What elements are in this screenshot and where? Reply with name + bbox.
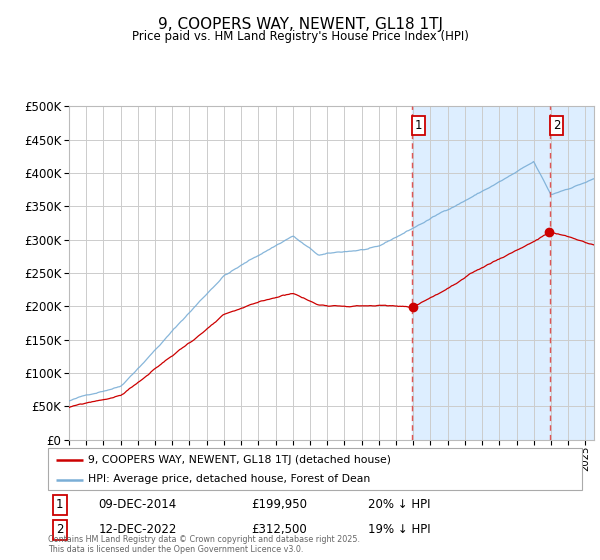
Text: £199,950: £199,950 xyxy=(251,498,307,511)
FancyBboxPatch shape xyxy=(48,448,582,490)
Text: Price paid vs. HM Land Registry's House Price Index (HPI): Price paid vs. HM Land Registry's House … xyxy=(131,30,469,43)
Text: 1: 1 xyxy=(56,498,64,511)
Text: 9, COOPERS WAY, NEWENT, GL18 1TJ: 9, COOPERS WAY, NEWENT, GL18 1TJ xyxy=(157,17,443,32)
Text: 9, COOPERS WAY, NEWENT, GL18 1TJ (detached house): 9, COOPERS WAY, NEWENT, GL18 1TJ (detach… xyxy=(88,455,391,465)
Text: HPI: Average price, detached house, Forest of Dean: HPI: Average price, detached house, Fore… xyxy=(88,474,370,484)
Text: 2: 2 xyxy=(553,119,560,132)
Text: £312,500: £312,500 xyxy=(251,524,307,536)
Bar xyxy=(412,106,594,440)
Text: 12-DEC-2022: 12-DEC-2022 xyxy=(99,524,177,536)
Text: 19% ↓ HPI: 19% ↓ HPI xyxy=(368,524,431,536)
Text: Contains HM Land Registry data © Crown copyright and database right 2025.
This d: Contains HM Land Registry data © Crown c… xyxy=(48,535,360,554)
Text: 09-DEC-2014: 09-DEC-2014 xyxy=(99,498,177,511)
Text: 20% ↓ HPI: 20% ↓ HPI xyxy=(368,498,431,511)
Text: 1: 1 xyxy=(415,119,422,132)
Text: 2: 2 xyxy=(56,524,64,536)
